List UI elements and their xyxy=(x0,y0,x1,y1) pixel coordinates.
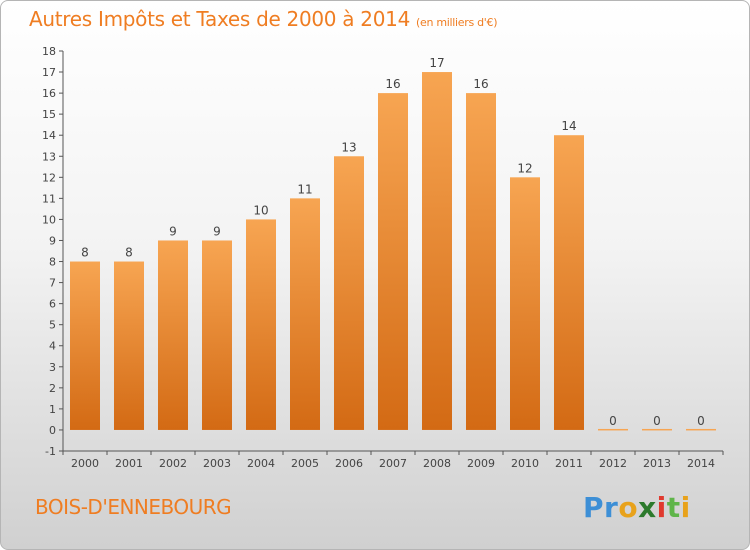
x-tick-label-2005: 2005 xyxy=(291,457,319,470)
data-label-2003: 9 xyxy=(213,224,221,238)
x-tick-label-2000: 2000 xyxy=(71,457,99,470)
chart-title: Autres Impôts et Taxes de 2000 à 2014 (en… xyxy=(29,7,497,31)
y-tick-label: 6 xyxy=(49,298,56,311)
y-tick-label: 11 xyxy=(42,192,56,205)
y-tick-label: 15 xyxy=(42,108,56,121)
bar-2000 xyxy=(70,261,100,430)
bar-2006 xyxy=(334,156,364,430)
bar-2011 xyxy=(554,135,584,430)
y-tick-label: 5 xyxy=(49,319,56,332)
bar-2014 xyxy=(686,428,716,431)
x-tick-label-2007: 2007 xyxy=(379,457,407,470)
y-tick-label: 0 xyxy=(49,424,56,437)
x-tick-label-2013: 2013 xyxy=(643,457,671,470)
bar-2005 xyxy=(290,198,320,430)
bar-2003 xyxy=(202,240,232,430)
y-tick-label: 1 xyxy=(49,403,56,416)
y-tick-label: 10 xyxy=(42,213,56,226)
y-tick-label: -1 xyxy=(45,445,56,458)
bar-2008 xyxy=(422,72,452,430)
bar-2009 xyxy=(466,93,496,430)
x-tick-label-2008: 2008 xyxy=(423,457,451,470)
x-tick-label-2014: 2014 xyxy=(687,457,715,470)
data-label-2004: 10 xyxy=(253,203,268,217)
chart-labels: 8 2000 8 2001 9 2002 9 2003 10 2004 11 2005 13 2006 16… xyxy=(71,56,715,470)
x-tick-label-2011: 2011 xyxy=(555,457,583,470)
x-tick-label-2010: 2010 xyxy=(511,457,539,470)
data-label-2006: 13 xyxy=(341,140,356,154)
y-tick-label: 7 xyxy=(49,277,56,290)
bar-2001 xyxy=(114,261,144,430)
bar-2004 xyxy=(246,219,276,430)
bar-2013 xyxy=(642,428,672,431)
y-tick-label: 3 xyxy=(49,361,56,374)
data-label-2009: 16 xyxy=(473,77,488,91)
data-label-2005: 11 xyxy=(297,182,312,196)
data-label-2002: 9 xyxy=(169,224,177,238)
y-tick-label: 8 xyxy=(49,256,56,269)
y-tick-label: 18 xyxy=(42,45,56,58)
y-tick-label: 16 xyxy=(42,87,56,100)
y-tick-label: 9 xyxy=(49,234,56,247)
x-tick-label-2006: 2006 xyxy=(335,457,363,470)
x-tick-label-2003: 2003 xyxy=(203,457,231,470)
y-tick-label: 13 xyxy=(42,150,56,163)
data-label-2001: 8 xyxy=(125,246,133,260)
chart-title-text: Autres Impôts et Taxes de 2000 à 2014 xyxy=(29,7,410,31)
y-tick-label: 14 xyxy=(42,129,56,142)
x-tick-label-2001: 2001 xyxy=(115,457,143,470)
x-tick-label-2009: 2009 xyxy=(467,457,495,470)
data-label-2012: 0 xyxy=(609,414,617,428)
bar-2012 xyxy=(598,428,628,431)
data-label-2013: 0 xyxy=(653,414,661,428)
bar-2010 xyxy=(510,177,540,430)
data-label-2000: 8 xyxy=(81,246,89,260)
y-tick-label: 2 xyxy=(49,382,56,395)
data-label-2008: 17 xyxy=(429,56,444,70)
x-tick-label-2002: 2002 xyxy=(159,457,187,470)
x-tick-label-2004: 2004 xyxy=(247,457,275,470)
y-tick-label: 17 xyxy=(42,66,56,79)
bar-2007 xyxy=(378,93,408,430)
x-tick-label-2012: 2012 xyxy=(599,457,627,470)
data-label-2014: 0 xyxy=(697,414,705,428)
y-tick-label: 4 xyxy=(49,340,56,353)
data-label-2010: 12 xyxy=(517,161,532,175)
proxiti-logo[interactable]: Proxiti xyxy=(583,491,691,524)
data-label-2011: 14 xyxy=(561,119,576,133)
bar-2002 xyxy=(158,240,188,430)
data-label-2007: 16 xyxy=(385,77,400,91)
chart-subtitle: (en milliers d'€) xyxy=(416,16,498,29)
y-tick-label: 12 xyxy=(42,171,56,184)
place-name: BOIS-D'ENNEBOURG xyxy=(35,495,232,519)
chart-bars xyxy=(70,72,716,431)
